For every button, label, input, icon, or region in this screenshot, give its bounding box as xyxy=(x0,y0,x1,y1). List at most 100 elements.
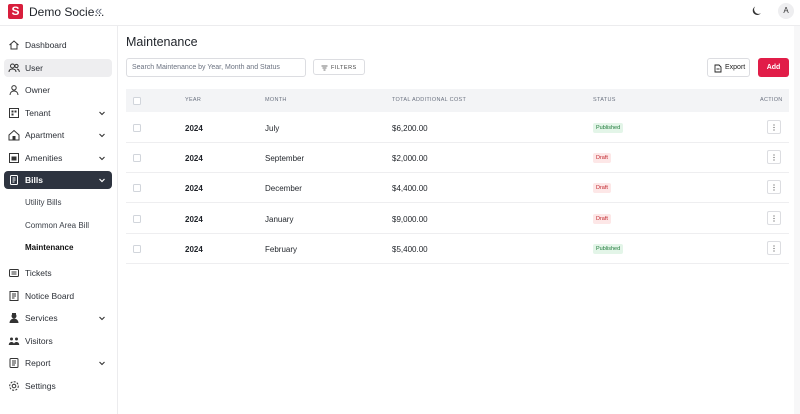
chevron-down-icon xyxy=(99,133,105,138)
more-vertical-icon xyxy=(773,245,775,252)
add-button[interactable]: Add xyxy=(758,58,789,77)
row-checkbox[interactable] xyxy=(133,154,141,162)
table-row: 2024 July $6,200.00 Published xyxy=(126,113,789,143)
sidebar-item-label: Report xyxy=(25,358,51,368)
sidebar-item-notice-board[interactable]: Notice Board xyxy=(4,287,112,305)
column-header-status[interactable]: STATUS xyxy=(593,97,616,103)
chevron-down-icon xyxy=(99,178,105,183)
row-checkbox[interactable] xyxy=(133,184,141,192)
row-actions-button[interactable] xyxy=(767,180,781,194)
collapse-sidebar-icon[interactable]: « xyxy=(95,3,102,18)
services-icon xyxy=(9,313,19,323)
building-icon xyxy=(8,129,20,141)
chevron-down-icon xyxy=(99,156,105,161)
sidebar-item-label: Settings xyxy=(25,381,56,391)
select-all-checkbox[interactable] xyxy=(133,97,141,105)
tenant-icon xyxy=(9,108,19,118)
sidebar-item-label: Apartment xyxy=(25,130,65,140)
app-title: Demo Socie... xyxy=(29,5,105,19)
year-cell: 2024 xyxy=(185,124,203,133)
row-actions-button[interactable] xyxy=(767,211,781,225)
chevron-down-icon xyxy=(99,111,105,116)
sidebar-item-tenant[interactable]: Tenant xyxy=(4,104,112,122)
month-cell: January xyxy=(265,215,294,224)
export-icon xyxy=(714,64,722,73)
app-logo: S xyxy=(8,4,23,19)
column-header-cost[interactable]: TOTAL ADDITIONAL COST xyxy=(392,97,467,103)
year-cell: 2024 xyxy=(185,245,203,254)
sidebar-item-apartment[interactable]: Apartment xyxy=(4,126,112,144)
visitors-icon xyxy=(8,337,20,345)
row-actions-button[interactable] xyxy=(767,120,781,134)
home-icon xyxy=(9,40,19,50)
filters-button[interactable]: FILTERS xyxy=(313,59,365,75)
cost-cell: $9,000.00 xyxy=(392,215,428,224)
more-vertical-icon xyxy=(773,124,775,131)
row-checkbox[interactable] xyxy=(133,124,141,132)
chevron-down-icon xyxy=(99,361,105,366)
sidebar-item-bills[interactable]: Bills xyxy=(4,171,112,189)
sidebar-item-dashboard[interactable]: Dashboard xyxy=(4,36,112,54)
sidebar-item-amenities[interactable]: Amenities xyxy=(4,149,112,167)
cost-cell: $4,400.00 xyxy=(392,184,428,193)
row-actions-button[interactable] xyxy=(767,241,781,255)
more-vertical-icon xyxy=(773,215,775,222)
row-checkbox[interactable] xyxy=(133,245,141,253)
search-input[interactable]: Search Maintenance by Year, Month and St… xyxy=(126,58,306,77)
column-header-action: ACTION xyxy=(760,97,783,103)
sidebar-item-label: Dashboard xyxy=(25,40,67,50)
avatar[interactable]: A xyxy=(778,3,794,19)
row-checkbox[interactable] xyxy=(133,215,141,223)
notice-icon xyxy=(9,291,19,301)
status-badge: Published xyxy=(593,123,624,133)
sidebar-subitem-common-area-bill[interactable]: Common Area Bill xyxy=(25,221,90,230)
column-header-year[interactable]: YEAR xyxy=(185,97,202,103)
amenities-icon xyxy=(9,153,19,163)
dark-mode-icon[interactable] xyxy=(751,5,763,17)
sidebar-item-owner[interactable]: Owner xyxy=(4,81,112,99)
sidebar-item-label: Tenant xyxy=(25,108,51,118)
status-badge: Draft xyxy=(593,153,611,163)
ticket-icon xyxy=(9,269,19,277)
year-cell: 2024 xyxy=(185,184,203,193)
sidebar-item-label: User xyxy=(25,63,43,73)
sidebar-item-visitors[interactable]: Visitors xyxy=(4,332,112,350)
settings-icon xyxy=(9,381,19,391)
table-row: 2024 January $9,000.00 Draft xyxy=(126,204,789,234)
person-icon xyxy=(9,85,19,96)
year-cell: 2024 xyxy=(185,154,203,163)
table-row: 2024 February $5,400.00 Published xyxy=(126,234,789,264)
status-badge: Draft xyxy=(593,183,611,193)
bill-icon xyxy=(10,175,18,185)
cost-cell: $6,200.00 xyxy=(392,124,428,133)
table-row: 2024 September $2,000.00 Draft xyxy=(126,143,789,173)
more-vertical-icon xyxy=(773,184,775,191)
table-row: 2024 December $4,400.00 Draft xyxy=(126,173,789,203)
filters-label: FILTERS xyxy=(331,64,357,71)
export-button[interactable]: Export xyxy=(707,58,750,77)
users-icon xyxy=(8,63,20,73)
column-header-month[interactable]: MONTH xyxy=(265,97,287,103)
sidebar-item-services[interactable]: Services xyxy=(4,309,112,327)
cost-cell: $5,400.00 xyxy=(392,245,428,254)
sidebar-item-label: Bills xyxy=(25,175,43,185)
table-header: YEAR MONTH TOTAL ADDITIONAL COST STATUS … xyxy=(126,89,789,112)
sidebar-item-label: Tickets xyxy=(25,268,52,278)
sidebar-item-label: Notice Board xyxy=(25,291,75,301)
chevron-down-icon xyxy=(99,316,105,321)
sidebar-subitem-maintenance[interactable]: Maintenance xyxy=(25,243,74,252)
sidebar-item-user[interactable]: User xyxy=(4,59,112,77)
status-badge: Draft xyxy=(593,214,611,224)
sidebar-item-report[interactable]: Report xyxy=(4,354,112,372)
page-scrollbar[interactable] xyxy=(794,26,800,414)
sidebar-item-settings[interactable]: Settings xyxy=(4,377,112,395)
sidebar: Dashboard User Owner Tenant Apartment Am… xyxy=(0,26,118,414)
month-cell: July xyxy=(265,124,280,133)
filter-icon xyxy=(321,65,328,71)
sidebar-item-label: Services xyxy=(25,313,58,323)
sidebar-item-label: Owner xyxy=(25,85,51,95)
row-actions-button[interactable] xyxy=(767,150,781,164)
month-cell: September xyxy=(265,154,305,163)
sidebar-subitem-utility-bills[interactable]: Utility Bills xyxy=(25,198,62,207)
sidebar-item-tickets[interactable]: Tickets xyxy=(4,264,112,282)
